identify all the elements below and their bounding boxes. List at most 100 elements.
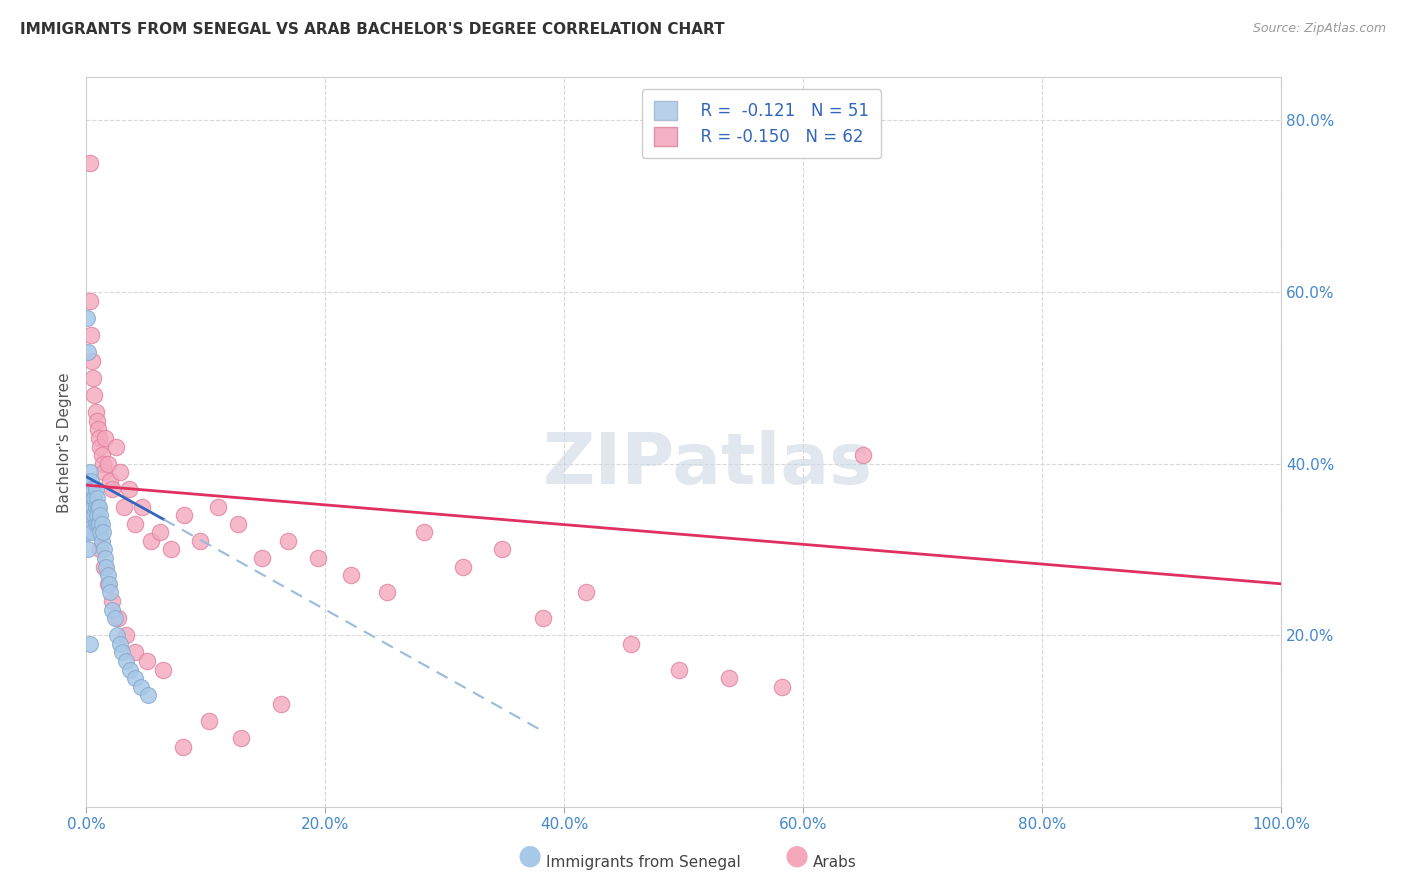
Text: ZIPatlas: ZIPatlas bbox=[543, 430, 873, 499]
Point bbox=[131, 500, 153, 514]
Point bbox=[207, 500, 229, 514]
Point bbox=[97, 568, 120, 582]
Point bbox=[80, 353, 103, 368]
Point bbox=[101, 594, 124, 608]
Point bbox=[84, 500, 107, 514]
Point bbox=[107, 611, 129, 625]
Point bbox=[90, 516, 112, 531]
Point bbox=[77, 542, 100, 557]
Point bbox=[84, 405, 107, 419]
Point bbox=[108, 637, 131, 651]
Point bbox=[87, 500, 110, 514]
Point bbox=[491, 542, 513, 557]
Point bbox=[89, 542, 111, 557]
Point bbox=[84, 508, 107, 523]
Point bbox=[770, 680, 793, 694]
Point bbox=[124, 516, 146, 531]
Point bbox=[531, 611, 554, 625]
Point bbox=[120, 663, 142, 677]
Point bbox=[114, 654, 136, 668]
Point bbox=[87, 516, 110, 531]
Point bbox=[136, 689, 159, 703]
Point bbox=[93, 465, 115, 479]
Point bbox=[76, 525, 98, 540]
Point bbox=[226, 516, 249, 531]
Point bbox=[90, 533, 112, 548]
Legend:   R =  -0.121   N = 51,   R = -0.150   N = 62: R = -0.121 N = 51, R = -0.150 N = 62 bbox=[643, 89, 882, 158]
Point bbox=[277, 533, 299, 548]
Point bbox=[80, 491, 103, 505]
Point bbox=[124, 671, 146, 685]
Point bbox=[152, 663, 174, 677]
Point bbox=[101, 602, 124, 616]
Point bbox=[83, 508, 105, 523]
Point bbox=[82, 483, 104, 497]
Point bbox=[87, 422, 110, 436]
Point bbox=[83, 388, 105, 402]
Point bbox=[231, 731, 253, 746]
Point bbox=[93, 542, 115, 557]
Point bbox=[97, 577, 120, 591]
Point bbox=[105, 628, 128, 642]
Point bbox=[84, 516, 107, 531]
Point bbox=[852, 448, 875, 462]
Point bbox=[198, 714, 221, 728]
Point bbox=[80, 327, 103, 342]
Point bbox=[77, 474, 100, 488]
Point bbox=[97, 577, 120, 591]
Point bbox=[86, 491, 108, 505]
Point bbox=[96, 559, 118, 574]
Point bbox=[620, 637, 643, 651]
Point bbox=[94, 431, 117, 445]
Point bbox=[79, 483, 101, 497]
Point bbox=[136, 654, 159, 668]
Point bbox=[375, 585, 398, 599]
Point bbox=[118, 483, 141, 497]
Point bbox=[98, 585, 121, 599]
Point bbox=[149, 525, 172, 540]
Point bbox=[86, 508, 108, 523]
Point bbox=[82, 500, 104, 514]
Point bbox=[575, 585, 598, 599]
Point bbox=[89, 516, 111, 531]
Point bbox=[104, 611, 127, 625]
Point bbox=[160, 542, 183, 557]
Point bbox=[91, 525, 114, 540]
Point bbox=[718, 671, 741, 685]
Point bbox=[108, 465, 131, 479]
Point bbox=[86, 414, 108, 428]
Point bbox=[97, 457, 120, 471]
Point bbox=[79, 465, 101, 479]
Point bbox=[93, 559, 115, 574]
Point bbox=[129, 680, 152, 694]
Point bbox=[668, 663, 690, 677]
Point bbox=[111, 645, 134, 659]
Text: Immigrants from Senegal: Immigrants from Senegal bbox=[546, 855, 741, 870]
Point bbox=[79, 516, 101, 531]
Point bbox=[340, 568, 363, 582]
Point bbox=[76, 310, 98, 325]
Point bbox=[173, 508, 195, 523]
Point bbox=[90, 448, 112, 462]
Point bbox=[139, 533, 162, 548]
Point bbox=[112, 500, 135, 514]
Point bbox=[124, 645, 146, 659]
Point bbox=[80, 500, 103, 514]
Point bbox=[172, 739, 194, 754]
Point bbox=[83, 491, 105, 505]
Point bbox=[307, 551, 329, 566]
Point bbox=[89, 440, 111, 454]
Point bbox=[79, 293, 101, 308]
Point bbox=[89, 508, 111, 523]
Point bbox=[89, 431, 111, 445]
Point bbox=[77, 500, 100, 514]
Point bbox=[79, 156, 101, 170]
Point bbox=[87, 525, 110, 540]
Text: ●: ● bbox=[517, 842, 541, 870]
Point bbox=[94, 551, 117, 566]
Point bbox=[80, 508, 103, 523]
Text: IMMIGRANTS FROM SENEGAL VS ARAB BACHELOR'S DEGREE CORRELATION CHART: IMMIGRANTS FROM SENEGAL VS ARAB BACHELOR… bbox=[20, 22, 724, 37]
Text: ●: ● bbox=[785, 842, 808, 870]
Point bbox=[270, 697, 292, 711]
Point bbox=[79, 637, 101, 651]
